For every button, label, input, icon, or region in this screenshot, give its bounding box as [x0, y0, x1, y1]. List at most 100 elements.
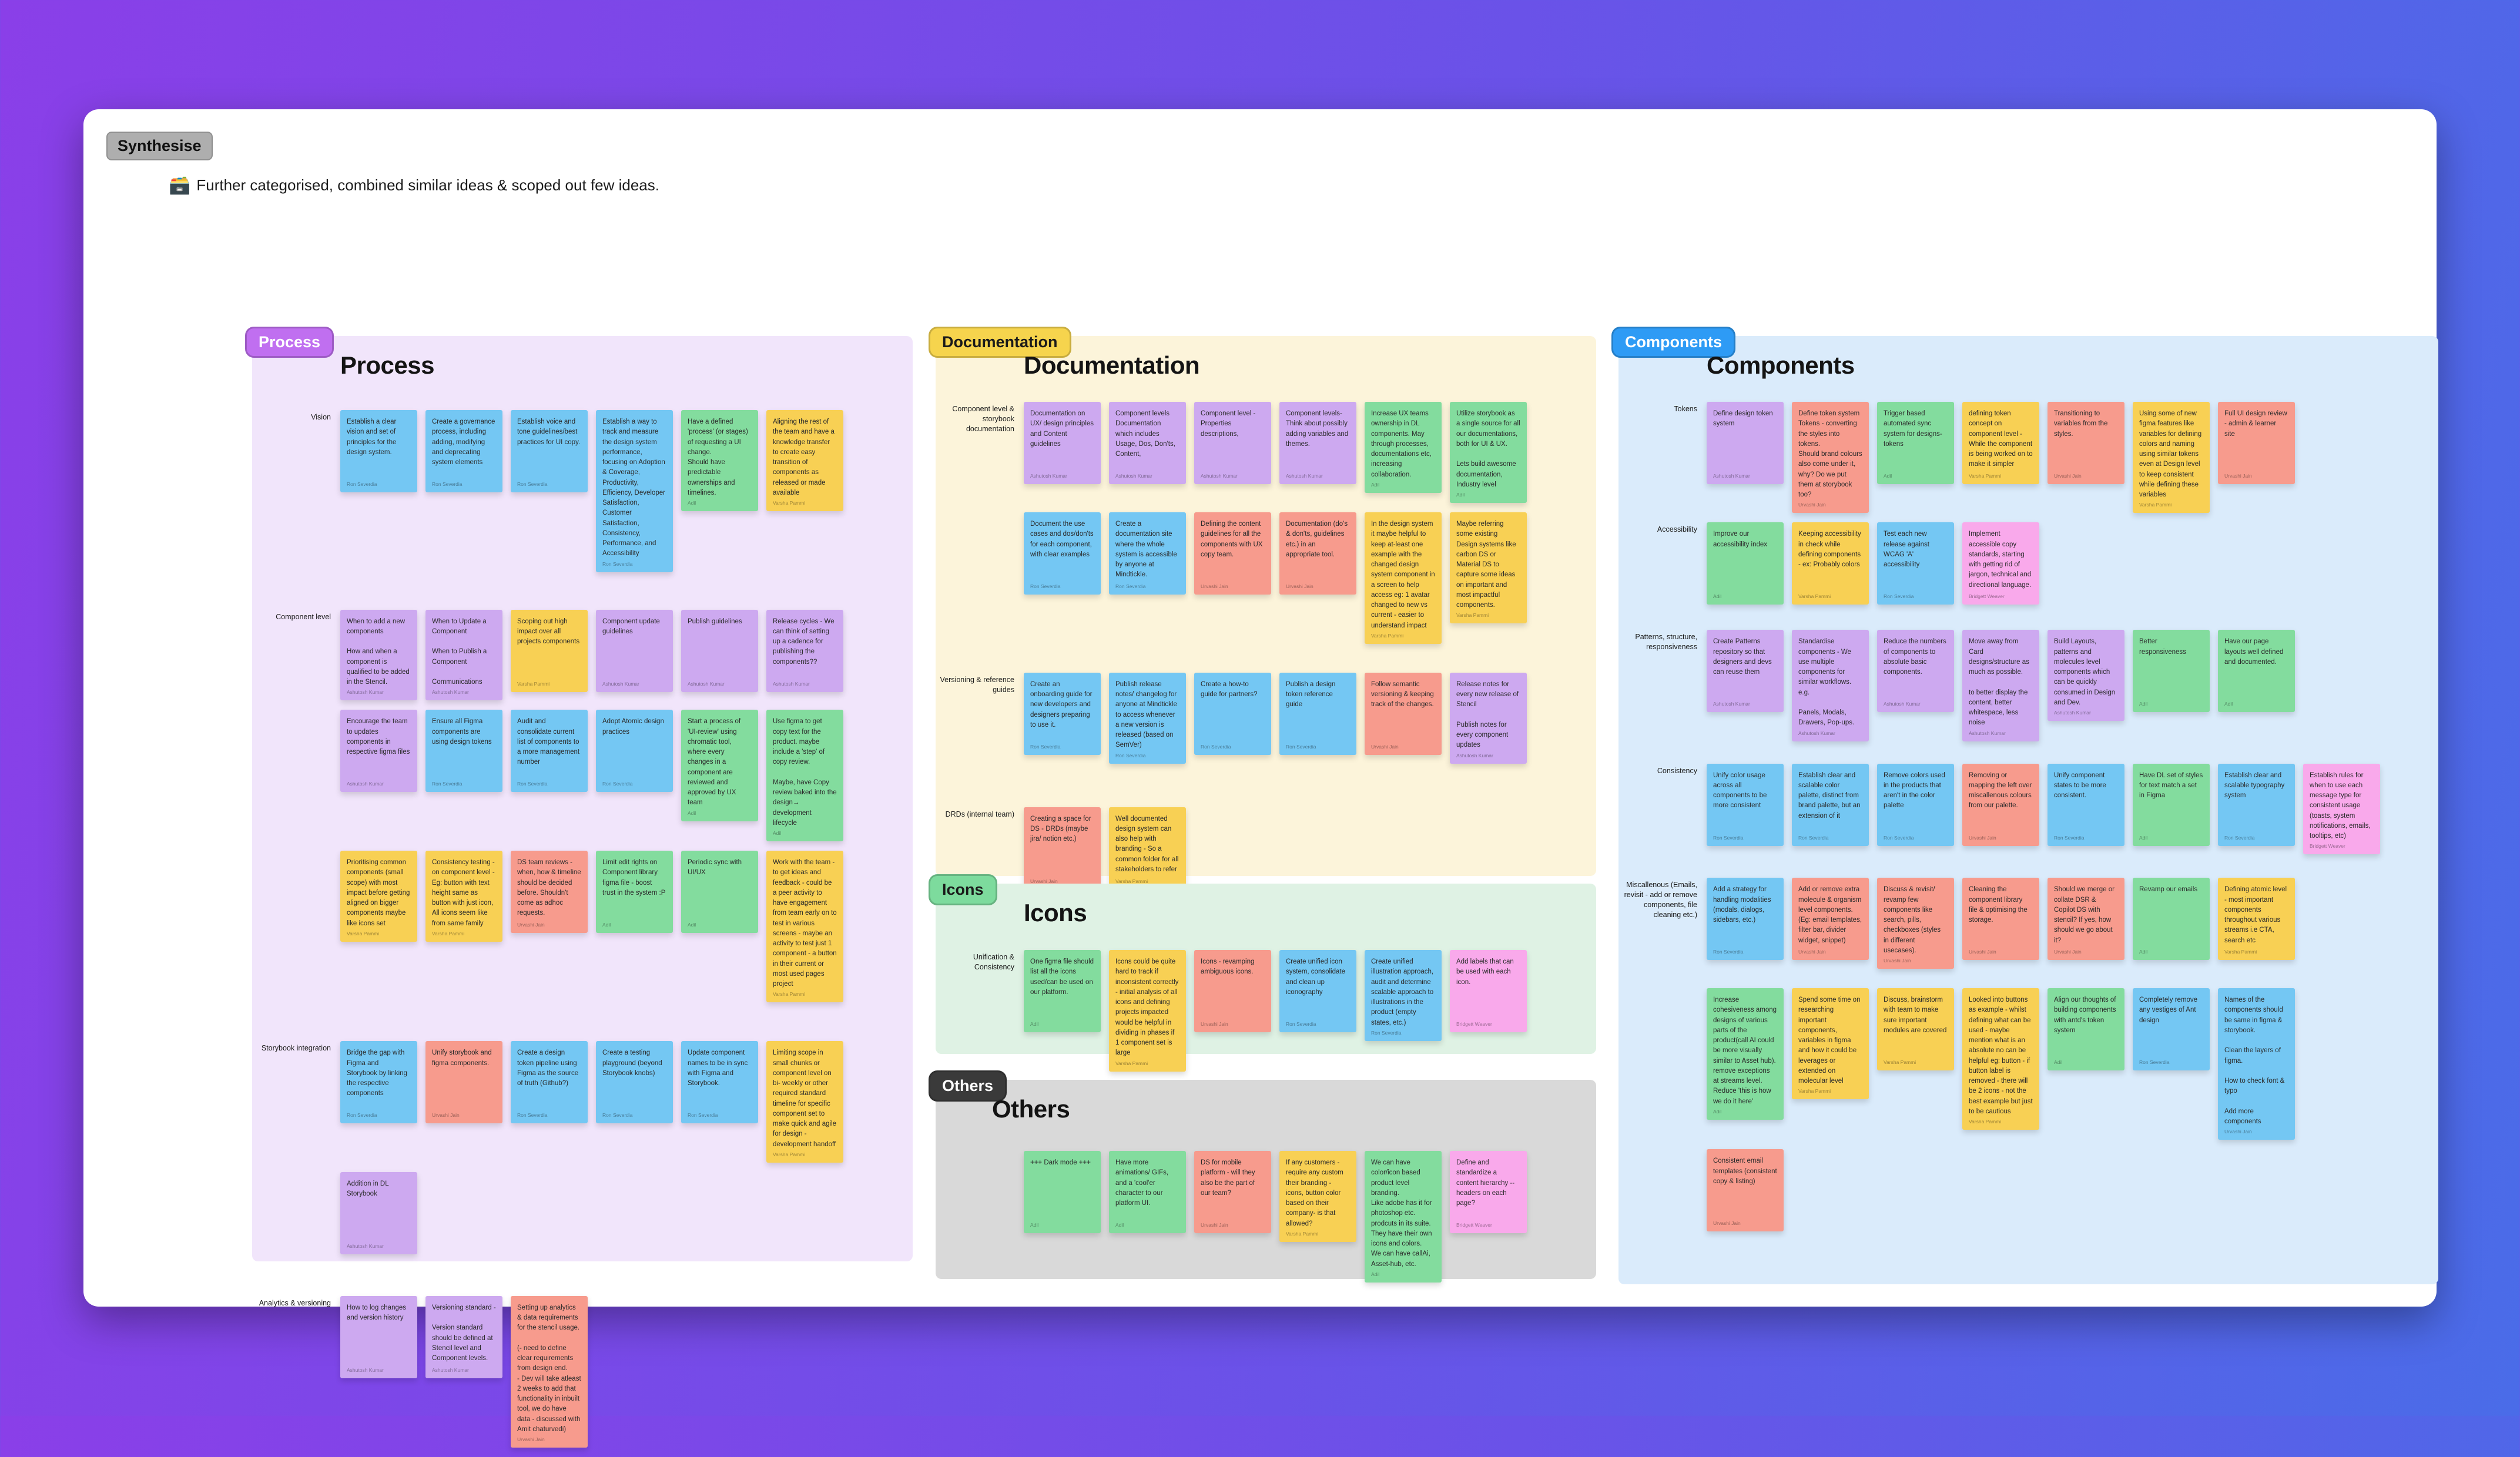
sticky-note[interactable]: Reduce the numbers of components to abso… [1877, 630, 1954, 713]
sticky-note[interactable]: Full UI design review - admin & learner … [2218, 402, 2295, 484]
sticky-note[interactable]: Update component names to be in sync wit… [681, 1041, 758, 1124]
sticky-note[interactable]: Versioning standard - Version standard s… [425, 1295, 502, 1378]
sticky-note[interactable]: Spend some time on researching important… [1792, 988, 1869, 1100]
sticky-note[interactable]: Publish guidelines Ashutosh Kumar [681, 609, 758, 692]
sticky-note[interactable]: Start a process of 'UI-review' using chr… [681, 710, 758, 821]
sticky-note[interactable]: Define and standardize a content hierarc… [1450, 1151, 1527, 1233]
sticky-note[interactable]: Should we merge or collate DSR & Copilot… [2048, 878, 2124, 961]
sticky-note[interactable]: One figma file should list all the icons… [1024, 950, 1101, 1032]
sticky-note[interactable]: Component level - Properties description… [1194, 402, 1271, 484]
sticky-note[interactable]: Icons - revamping ambiguous icons. Urvash… [1194, 950, 1271, 1032]
sticky-note[interactable]: Establish rules for when to use each mes… [2303, 763, 2380, 855]
sticky-note[interactable]: Create an onboarding guide for new devel… [1024, 672, 1101, 755]
sticky-note[interactable]: Better responsiveness Adil [2133, 630, 2210, 713]
sticky-note[interactable]: Remove colors used in the products that … [1877, 763, 1954, 846]
sticky-note[interactable]: Have DL set of styles for text match a s… [2133, 763, 2210, 846]
sticky-note[interactable]: Audit and consolidate current list of co… [511, 710, 588, 793]
sticky-note[interactable]: Periodic sync with UI/UX Adil [681, 851, 758, 933]
sticky-note[interactable]: Release notes for every new release of S… [1450, 672, 1527, 764]
sticky-note[interactable]: Documentation on UX/ design principles a… [1024, 402, 1101, 484]
sticky-note[interactable]: Release cycles - We can think of setting… [766, 609, 843, 692]
sticky-note[interactable]: Using some of new figma features like va… [2133, 402, 2210, 513]
sticky-note[interactable]: If any customers - require any custom th… [1279, 1151, 1356, 1242]
sticky-note[interactable]: Create Patterns repository so that desig… [1707, 630, 1784, 713]
section-pill-icons[interactable]: Icons [929, 874, 997, 905]
sticky-note[interactable]: Add or remove extra molecule & organism … [1792, 878, 1869, 961]
sticky-note[interactable]: Create a how-to guide for partners? Ron S… [1194, 672, 1271, 755]
synthesise-badge[interactable]: Synthesise [106, 132, 213, 160]
sticky-note[interactable]: DS for mobile platform - will they also … [1194, 1151, 1271, 1233]
sticky-note[interactable]: We can have color/icon based product lev… [1365, 1151, 1442, 1283]
sticky-note[interactable]: Defining atomic level - most important c… [2218, 878, 2295, 961]
sticky-note[interactable]: Adopt Atomic design practices Ron Severdi… [596, 710, 673, 793]
sticky-note[interactable]: Build Layouts, patterns and molecules le… [2048, 630, 2124, 721]
sticky-note[interactable]: +++ Dark mode +++ Adil [1024, 1151, 1101, 1233]
sticky-note[interactable]: Establish voice and tone guidelines/best… [511, 410, 588, 492]
sticky-note[interactable]: Discuss & revisit/ revamp few components… [1877, 878, 1954, 969]
section-pill-documentation[interactable]: Documentation [929, 327, 1071, 358]
sticky-note[interactable]: Names of the components should be same i… [2218, 988, 2295, 1140]
sticky-note[interactable]: Work with the team - to get ideas and fe… [766, 851, 843, 1003]
sticky-note[interactable]: Looked into buttons as example - whilst … [1962, 988, 2039, 1130]
sticky-note[interactable]: Standardise components - We use multiple… [1792, 630, 1869, 741]
sticky-note[interactable]: Define token system Tokens - converting … [1792, 402, 1869, 513]
sticky-note[interactable]: Create unified illustration approach, au… [1365, 950, 1442, 1041]
sticky-note[interactable]: Prioritising common components (small sc… [340, 851, 417, 942]
sticky-note[interactable]: Component levels Documentation which inc… [1109, 402, 1186, 484]
sticky-note[interactable]: Consistent email templates (consistent c… [1707, 1149, 1784, 1232]
sticky-note[interactable]: Cleaning the component library file & op… [1962, 878, 2039, 961]
sticky-note[interactable]: Establish a clear vision and set of prin… [340, 410, 417, 492]
sticky-note[interactable]: Revamp our emails Adil [2133, 878, 2210, 961]
section-pill-components[interactable]: Components [1611, 327, 1735, 358]
sticky-note[interactable]: Creating a space for DS - DRDs (maybe ji… [1024, 807, 1101, 889]
sticky-note[interactable]: Increase cohesiveness among designs of v… [1707, 988, 1784, 1120]
sticky-note[interactable]: Bridge the gap with Figma and Storybook … [340, 1041, 417, 1124]
sticky-note[interactable]: Add a strategy for handling modalities (… [1707, 878, 1784, 961]
sticky-note[interactable]: Component levels- Think about possibly a… [1279, 402, 1356, 484]
sticky-note[interactable]: When to Update a Component When to Publi… [425, 609, 502, 701]
sticky-note[interactable]: Create a testing playground (beyond Stor… [596, 1041, 673, 1124]
sticky-note[interactable]: Consistency testing - on component level… [425, 851, 502, 942]
sticky-note[interactable]: Limit edit rights on Component library f… [596, 851, 673, 933]
sticky-note[interactable]: Have a defined 'process' (or stages) of … [681, 410, 758, 511]
sticky-note[interactable]: Encourage the team to updates components… [340, 710, 417, 793]
sticky-note[interactable]: Add labels that can be used with each ic… [1450, 950, 1527, 1032]
sticky-note[interactable]: Use figma to get copy text for the produ… [766, 710, 843, 841]
sticky-note[interactable]: When to add a new components How and whe… [340, 609, 417, 701]
sticky-note[interactable]: Establish clear and scalable typography … [2218, 763, 2295, 846]
section-pill-others[interactable]: Others [929, 1070, 1007, 1102]
sticky-note[interactable]: Align our thoughts of building component… [2048, 988, 2124, 1070]
sticky-note[interactable]: Unify color usage across all components … [1707, 763, 1784, 846]
sticky-note[interactable]: Keeping accessibility in check while def… [1792, 522, 1869, 605]
sticky-note[interactable]: Increase UX teams ownership in DL compon… [1365, 402, 1442, 493]
sticky-note[interactable]: Utilize storybook as a single source for… [1450, 402, 1527, 503]
sticky-note[interactable]: Create a documentation site where the wh… [1109, 512, 1186, 595]
sticky-note[interactable]: Transitioning to variables from the styl… [2048, 402, 2124, 484]
sticky-note[interactable]: Have more animations/ GIFs, and a 'cool'… [1109, 1151, 1186, 1233]
sticky-note[interactable]: Have our page layouts well defined and d… [2218, 630, 2295, 713]
sticky-note[interactable]: In the design system it maybe helpful to… [1365, 512, 1442, 644]
sticky-note[interactable]: Test each new release against WCAG 'A' a… [1877, 522, 1954, 605]
sticky-note[interactable]: Icons could be quite hard to track if in… [1109, 950, 1186, 1072]
sticky-note[interactable]: defining token concept on component leve… [1962, 402, 2039, 484]
sticky-note[interactable]: Document the use cases and dos/don'ts fo… [1024, 512, 1101, 595]
sticky-note[interactable]: Unify component states to be more consis… [2048, 763, 2124, 846]
sticky-note[interactable]: Publish release notes/ changelog for any… [1109, 672, 1186, 764]
sticky-note[interactable]: Trigger based automated sync system for … [1877, 402, 1954, 484]
sticky-note[interactable]: Ensure all Figma components are using de… [425, 710, 502, 793]
sticky-note[interactable]: Move away from Card designs/structure as… [1962, 630, 2039, 741]
sticky-note[interactable]: Create a governance process, including a… [425, 410, 502, 492]
sticky-note[interactable]: DS team reviews - when, how & timeline s… [511, 851, 588, 933]
sticky-note[interactable]: Scoping out high impact over all project… [511, 609, 588, 692]
sticky-note[interactable]: Removing or mapping the left over miscal… [1962, 763, 2039, 846]
sticky-note[interactable]: Defining the content guidelines for all … [1194, 512, 1271, 595]
sticky-note[interactable]: Implement accessible copy standards, sta… [1962, 522, 2039, 605]
sticky-note[interactable]: Maybe referring some existing Design sys… [1450, 512, 1527, 624]
sticky-note[interactable]: Limiting scope in small chunks or compon… [766, 1041, 843, 1163]
sticky-note[interactable]: Discuss, brainstorm with team to make su… [1877, 988, 1954, 1070]
section-pill-process[interactable]: Process [245, 327, 334, 358]
sticky-note[interactable]: Establish a way to track and measure the… [596, 410, 673, 572]
sticky-note[interactable]: Establish clear and scalable color palet… [1792, 763, 1869, 846]
sticky-note[interactable]: Follow semantic versioning & keeping tra… [1365, 672, 1442, 755]
sticky-note[interactable]: Create unified icon system, consolidate … [1279, 950, 1356, 1032]
